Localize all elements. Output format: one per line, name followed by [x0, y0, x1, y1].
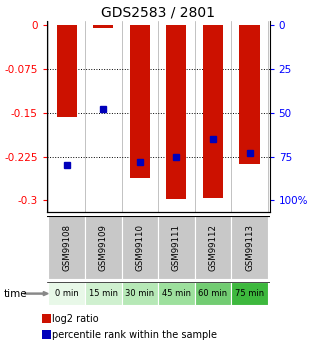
Text: GSM99110: GSM99110 [135, 224, 144, 271]
Title: GDS2583 / 2801: GDS2583 / 2801 [101, 6, 215, 20]
Bar [195, 216, 231, 279]
Text: 0 min: 0 min [55, 289, 79, 298]
Bar [231, 216, 268, 279]
Bar [56, 26, 77, 117]
Text: GSM99112: GSM99112 [208, 224, 217, 271]
Bar [166, 26, 187, 199]
Text: log2 ratio: log2 ratio [52, 314, 99, 324]
Bar [85, 282, 122, 305]
Text: GSM99109: GSM99109 [99, 224, 108, 271]
Text: 60 min: 60 min [198, 289, 228, 298]
Bar [203, 26, 223, 198]
Bar [231, 282, 268, 305]
Bar [85, 216, 122, 279]
Text: GSM99113: GSM99113 [245, 224, 254, 271]
Bar [239, 26, 260, 164]
Text: 45 min: 45 min [162, 289, 191, 298]
Text: percentile rank within the sample: percentile rank within the sample [52, 329, 217, 339]
Bar [48, 282, 85, 305]
Text: time: time [4, 289, 28, 298]
Bar [48, 216, 85, 279]
Bar [195, 282, 231, 305]
Text: GSM99108: GSM99108 [62, 224, 71, 271]
Bar [42, 330, 51, 339]
Bar [158, 282, 195, 305]
Text: GSM99111: GSM99111 [172, 224, 181, 271]
Text: 75 min: 75 min [235, 289, 264, 298]
Bar [122, 216, 158, 279]
Bar [122, 282, 158, 305]
Bar [93, 26, 113, 28]
Bar [42, 314, 51, 323]
Bar [158, 216, 195, 279]
Bar [130, 26, 150, 178]
Text: 15 min: 15 min [89, 289, 118, 298]
Text: 30 min: 30 min [125, 289, 154, 298]
